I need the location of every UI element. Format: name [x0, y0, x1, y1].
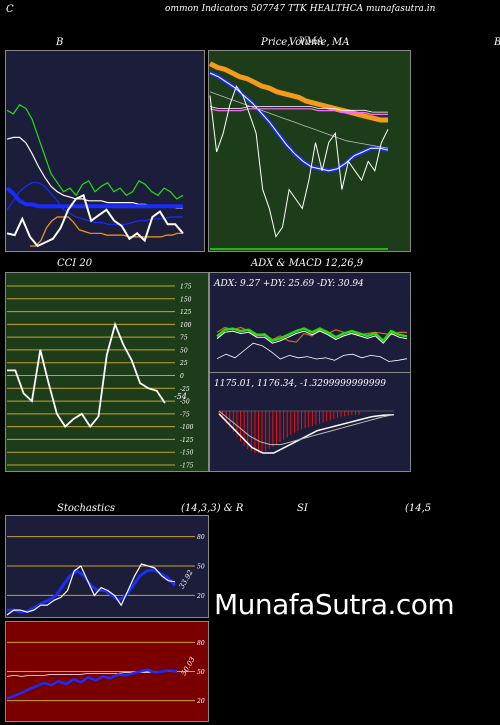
price-title-a: Price, [261, 37, 291, 48]
cci-tick-14: -175 [180, 463, 194, 470]
price-ma-magenta-2 [209, 106, 388, 113]
bollinger-line-4 [30, 216, 183, 247]
price-title-overlay: VMA [299, 36, 324, 47]
rsi-ma [6, 671, 177, 677]
stoch-tick-2: 20 [196, 593, 205, 600]
cci-tick-13: -150 [180, 450, 194, 457]
adx-line [216, 342, 408, 362]
macd-bg [209, 372, 411, 472]
cci-tick-10: -75 [180, 411, 190, 418]
stoch-tick-0: 80 [197, 534, 205, 541]
cci-tick-2: 125 [180, 309, 192, 316]
cci-tick-7: 0 [180, 373, 184, 380]
adx-chart: ADX: 9.27 +DY: 25.69 -DY: 30.94 1175.01,… [209, 272, 411, 472]
macd-signal [218, 410, 395, 446]
price-ma-orange [208, 61, 388, 123]
corner-letter: C [6, 4, 14, 15]
price-title-b: Volume, [289, 37, 330, 48]
bollinger-line-5 [6, 193, 184, 248]
price-bg [208, 50, 411, 252]
bollinger-line-0 [6, 104, 184, 200]
rsi-title-b: (14,5 [405, 503, 432, 514]
cci-line [7, 321, 166, 429]
rsi-tick-1: 50 [197, 669, 205, 676]
adx-plus-dy [216, 330, 408, 344]
cci-tick-4: 75 [180, 335, 188, 342]
price-ma-grey [209, 91, 389, 149]
bollinger-bg [5, 50, 205, 252]
stoch-d [7, 568, 177, 614]
rsi-tick-0: 80 [197, 640, 205, 647]
stoch-tick-1: 50 [197, 564, 205, 571]
cci-tick-0: 175 [180, 284, 192, 291]
cci-tick-1: 150 [180, 296, 192, 303]
macd-line [218, 413, 395, 454]
cci-chart: 175 150 125 100 75 50 25 0 -25 -50 -75 -100 -125 -150… [5, 272, 209, 472]
adx-values: ADX: 9.27 +DY: 25.69 -DY: 30.94 [213, 279, 364, 289]
price-title-c: MA [332, 37, 350, 48]
price-ma-blue-inner [209, 72, 389, 172]
price-close-line [209, 85, 389, 238]
price-ma-magenta [209, 108, 388, 116]
cci-tick-8: -25 [180, 386, 190, 393]
cci-tick-6: 25 [179, 360, 188, 367]
bollinger-line-2 [6, 187, 183, 207]
stoch-title-a: Stochastics [57, 503, 115, 514]
stoch-title-b: (14,3,3) & R [181, 503, 244, 514]
stoch-k [6, 563, 176, 616]
page-title: ommon Indicators 507747 TTK HEALTHCA mun… [165, 4, 436, 14]
cci-tick-9: -50 [180, 399, 190, 406]
cci-bg [5, 272, 209, 472]
cci-last-label: -54 [174, 392, 187, 401]
watermark: MunafaSutra.com [214, 588, 455, 621]
bollinger-chart [5, 50, 205, 252]
adx-green-band [216, 327, 408, 343]
cci-title: CCI 20 [57, 258, 93, 269]
macd-values: 1175.01, 1176.34, -1.3299999999999 [214, 379, 386, 389]
rsi-line [6, 668, 178, 700]
rsi-title-a: SI [297, 503, 308, 514]
rsi-tick-2: 20 [196, 698, 205, 705]
cci-tick-5: 50 [180, 347, 188, 354]
cci-tick-12: -125 [180, 437, 194, 444]
cut-title: B [494, 37, 500, 48]
bollinger-line-3 [6, 182, 183, 225]
bb-title: B [56, 37, 64, 48]
cci-tick-11: -100 [180, 424, 194, 431]
price-chart [208, 50, 411, 252]
cci-tick-3: 100 [180, 322, 192, 329]
adx-title: ADX & MACD 12,26,9 [251, 258, 364, 269]
